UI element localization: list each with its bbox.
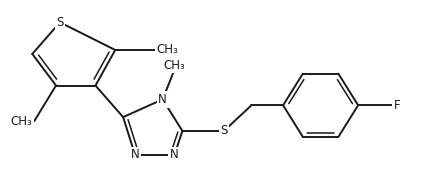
Text: F: F [393,99,400,112]
Text: CH₃: CH₃ [157,44,179,56]
Text: CH₃: CH₃ [164,59,185,72]
Text: N: N [158,93,167,106]
Text: N: N [170,148,179,161]
Text: S: S [220,124,228,138]
Text: CH₃: CH₃ [11,115,32,128]
Text: N: N [131,148,139,161]
Text: S: S [56,16,64,29]
